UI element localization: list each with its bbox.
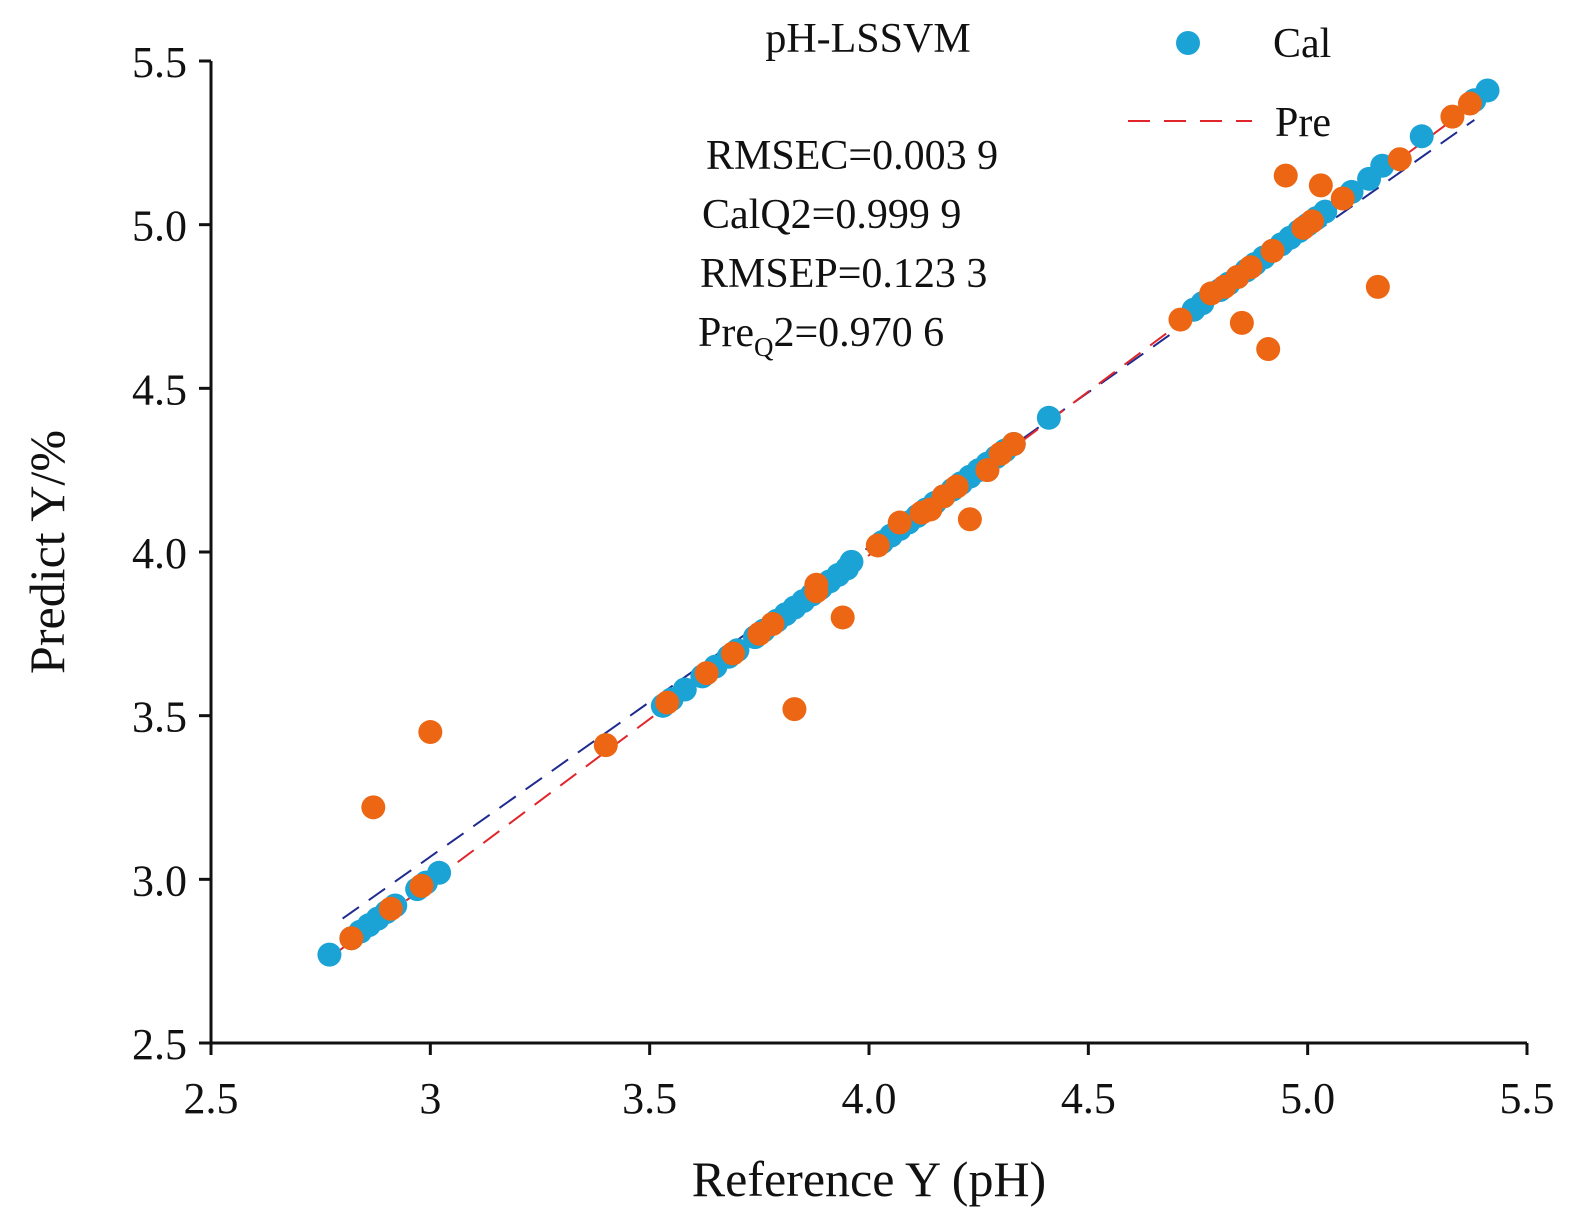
- preq2-prefix: Pre: [698, 310, 754, 356]
- pre-point: [1365, 274, 1390, 299]
- x-tick-label: 4.5: [1061, 1074, 1116, 1123]
- y-axis-title: Predict Y/%: [19, 430, 75, 674]
- y-tick-label: 3.0: [132, 856, 187, 905]
- plot-area: 2.5 3 3.5 4.0 4.5 5.0 5.5 2.5 3.0 3.5 4.0 4.5 5.0 5.…: [132, 38, 1555, 1123]
- pre-point: [1273, 163, 1298, 188]
- legend: Cal Pre: [1128, 21, 1331, 146]
- rmsec-text: RMSEC=0.003 9: [706, 133, 998, 179]
- pre-point: [1238, 255, 1263, 280]
- preq2-suffix: 2=0.970 6: [774, 310, 945, 356]
- pre-point: [804, 572, 829, 597]
- preq2-subscript: Q: [754, 332, 774, 362]
- x-tick-label: 3: [419, 1074, 441, 1123]
- pre-point: [1256, 337, 1281, 362]
- legend-cal-marker: [1176, 31, 1200, 55]
- pre-point: [1308, 173, 1333, 198]
- pre-point: [975, 458, 1000, 483]
- metrics-annotation: RMSEC=0.003 9 CalQ2=0.999 9 RMSEP=0.123 …: [698, 133, 998, 362]
- legend-cal-label: Cal: [1273, 21, 1331, 67]
- pre-point: [409, 873, 434, 898]
- pre-point: [378, 896, 403, 921]
- pre-point: [1300, 209, 1325, 234]
- pre-point: [957, 507, 982, 532]
- pre-point: [1387, 147, 1412, 172]
- pre-point: [1260, 238, 1285, 263]
- x-tick-label: 4.0: [842, 1074, 897, 1123]
- cal-point: [839, 549, 864, 574]
- pre-point: [865, 533, 890, 558]
- preq2-text: PreQ2=0.970 6: [698, 310, 944, 362]
- x-tick-label: 2.5: [184, 1074, 239, 1123]
- cal-point: [1475, 78, 1500, 103]
- pre-point: [694, 661, 719, 686]
- cal-point: [427, 860, 452, 885]
- pre-point: [418, 720, 443, 745]
- pre-point: [830, 605, 855, 630]
- calq2-text: CalQ2=0.999 9: [702, 192, 961, 238]
- y-tick-label: 2.5: [132, 1020, 187, 1069]
- series-pre: [339, 91, 1482, 951]
- y-tick-label: 4.0: [132, 529, 187, 578]
- data-points: [317, 78, 1500, 967]
- pre-point: [721, 641, 746, 666]
- y-tick-label: 3.5: [132, 693, 187, 742]
- x-axis-title: Reference Y (pH): [692, 1151, 1046, 1207]
- cal-point: [317, 942, 342, 967]
- cal-point: [1036, 405, 1061, 430]
- pre-point: [944, 474, 969, 499]
- pre-point: [887, 510, 912, 535]
- pre-point: [782, 697, 807, 722]
- pre-point: [760, 612, 785, 637]
- x-tick-label: 5.5: [1500, 1074, 1555, 1123]
- x-tick-label: 3.5: [622, 1074, 677, 1123]
- rmsep-text: RMSEP=0.123 3: [700, 251, 987, 297]
- pre-point: [1330, 186, 1355, 211]
- y-tick-label: 4.5: [132, 365, 187, 414]
- pre-point: [593, 733, 618, 758]
- cal-point: [1409, 124, 1434, 149]
- chart-title: pH-LSSVM: [765, 16, 970, 62]
- x-axis-ticks: 2.5 3 3.5 4.0 4.5 5.0 5.5: [184, 1043, 1555, 1123]
- legend-pre-label: Pre: [1275, 100, 1331, 146]
- y-tick-label: 5.0: [132, 202, 187, 251]
- pre-point: [1440, 104, 1465, 129]
- pre-point: [1457, 91, 1482, 116]
- pre-point: [1168, 307, 1193, 332]
- pre-point: [1229, 310, 1254, 335]
- x-tick-label: 5.0: [1280, 1074, 1335, 1123]
- pre-point: [339, 926, 364, 951]
- y-axis-ticks: 2.5 3.0 3.5 4.0 4.5 5.0 5.5: [132, 38, 211, 1069]
- y-tick-label: 5.5: [132, 38, 187, 87]
- pre-point: [655, 690, 680, 715]
- cal-point: [672, 677, 697, 702]
- pre-point: [1001, 431, 1026, 456]
- pre-point: [361, 795, 386, 820]
